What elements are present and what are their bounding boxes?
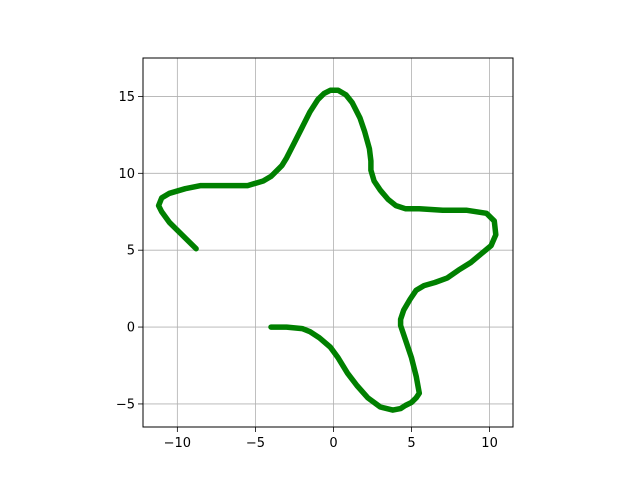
x-tick-label: 5 xyxy=(407,436,415,451)
y-tick-label: 15 xyxy=(118,90,135,105)
plot-area xyxy=(155,87,499,413)
axis-ticks: −10 −5 0 5 10 −5 0 5 10 15 xyxy=(116,90,498,451)
x-tick-label: 10 xyxy=(481,436,498,451)
y-tick-label: 0 xyxy=(127,321,135,336)
x-tick-label: −5 xyxy=(246,436,265,451)
y-tick-label: −5 xyxy=(116,397,135,412)
y-tick-label: 5 xyxy=(127,244,135,259)
x-tick-label: −10 xyxy=(164,436,191,451)
x-tick-label: 0 xyxy=(329,436,337,451)
axes-frame xyxy=(142,57,514,428)
series-line xyxy=(155,87,499,413)
y-tick-label: 10 xyxy=(118,167,135,182)
